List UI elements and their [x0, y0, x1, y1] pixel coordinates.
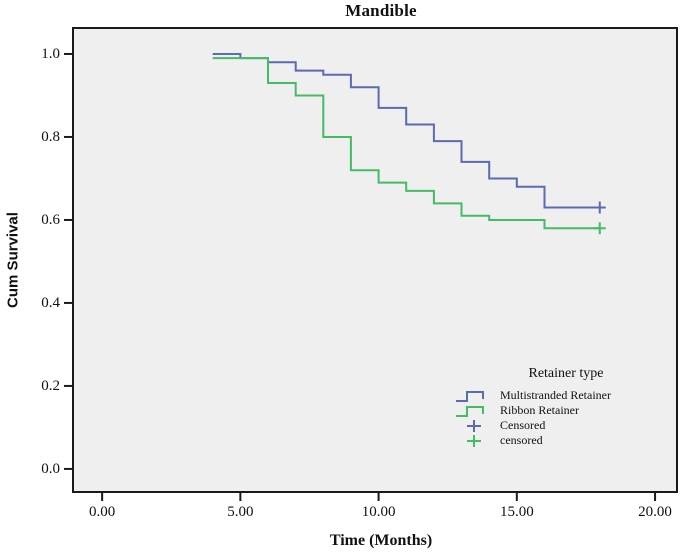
- x-tick-label: 20.00: [638, 504, 672, 520]
- legend: Retainer type Multistranded Retainer Rib…: [452, 366, 680, 448]
- legend-label: Multistranded Retainer: [500, 388, 611, 402]
- y-tick-label: 0.2: [41, 377, 60, 394]
- legend-item-ribbon: Ribbon Retainer: [452, 403, 680, 418]
- legend-item-censored-green: censored: [452, 433, 680, 448]
- y-axis-title: Cum Survival: [4, 212, 22, 308]
- legend-label: censored: [500, 433, 543, 447]
- legend-item-multistranded: Multistranded Retainer: [452, 388, 680, 403]
- chart-title: Mandible: [345, 1, 417, 20]
- y-tick-label: 1.0: [41, 45, 60, 62]
- y-tick-label: 0.0: [41, 460, 60, 477]
- legend-label: Ribbon Retainer: [500, 403, 579, 417]
- x-tick-label: 5.00: [227, 504, 254, 520]
- x-axis-title: Time (Months): [329, 532, 433, 549]
- step-line-icon: [452, 404, 496, 418]
- x-tick-label: 10.00: [361, 504, 396, 520]
- plus-marker-icon: [452, 419, 496, 433]
- plus-marker-icon: [452, 434, 496, 448]
- y-tick-label: 0.6: [41, 211, 60, 228]
- x-tick-label: 0.00: [89, 504, 116, 520]
- legend-title: Retainer type: [528, 366, 604, 381]
- legend-item-censored-blue: Censored: [452, 418, 680, 433]
- x-tick-label: 15.00: [499, 504, 534, 520]
- y-tick-label: 0.8: [41, 128, 60, 145]
- legend-label: Censored: [500, 418, 546, 432]
- step-line-icon: [452, 389, 496, 403]
- y-tick-label: 0.4: [41, 294, 60, 311]
